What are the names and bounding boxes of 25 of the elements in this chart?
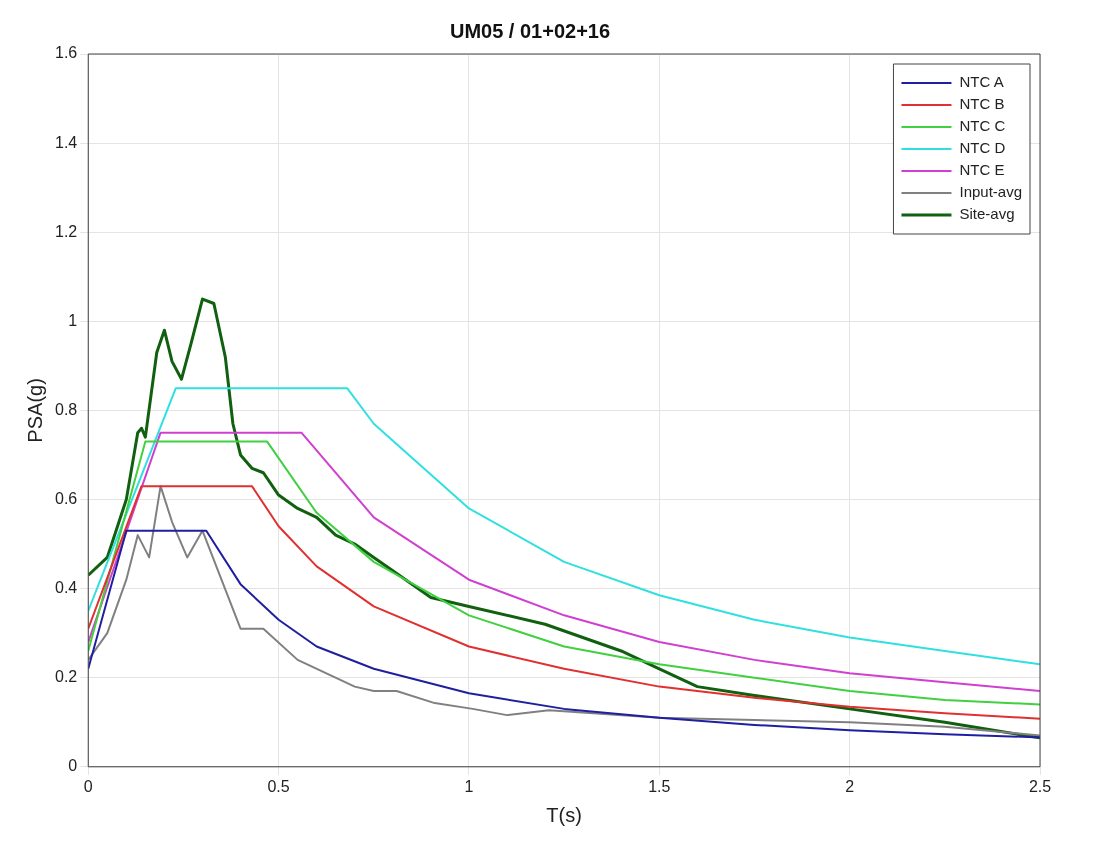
y-tick-label: 0.8 [54,400,78,418]
legend-label: Input-avg [959,183,1023,201]
y-tick-label: 1 [68,311,78,329]
chart-title: UM05 / 01+02+16 [449,19,611,42]
legend-label: NTC D [959,139,1006,157]
y-tick-label: 1.6 [54,44,78,62]
legend-label: NTC E [959,161,1005,179]
y-tick-label: 1.2 [54,222,78,240]
y-axis-title: PSA(g) [23,378,46,443]
y-tick-label: 0 [68,757,78,775]
y-tick-label: 0.4 [54,579,78,597]
x-tick-label: 2.5 [1028,777,1052,795]
x-tick-label: 0.5 [267,777,290,795]
y-tick-label: 1.4 [54,133,78,151]
x-tick-label: 1.5 [648,777,671,795]
x-tick-label: 1 [464,777,474,795]
x-tick-label: 2 [845,777,855,795]
x-tick-label: 0 [83,777,93,795]
legend-label: Site-avg [959,205,1015,223]
legend-label: NTC C [959,117,1006,135]
legend-label: NTC B [959,95,1005,113]
y-tick-label: 0.6 [54,489,78,507]
y-tick-label: 0.2 [54,668,78,686]
x-axis-title: T(s) [546,803,582,826]
legend-label: NTC A [959,73,1004,91]
